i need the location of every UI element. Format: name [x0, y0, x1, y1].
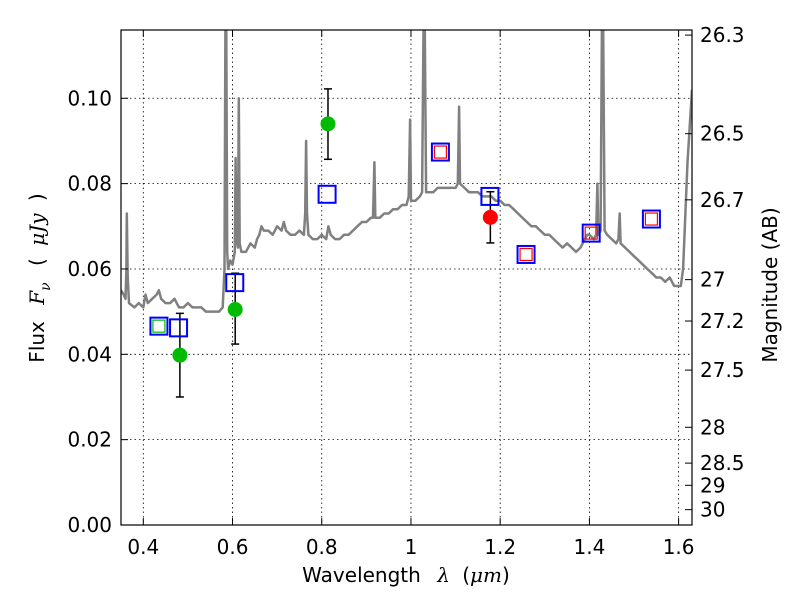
mag-tick-label: 26.5: [700, 122, 745, 146]
x-axis-title-open: (: [462, 563, 470, 587]
mag-tick-label: 26.3: [700, 23, 745, 47]
data-point: [320, 116, 336, 132]
y-tick-label: 0.04: [67, 342, 112, 366]
x-axis-title-symbol: λ: [436, 563, 450, 587]
y-axis-title: Flux Fν ( μJy ): [25, 193, 55, 362]
mag-tick-label: 27.5: [700, 358, 745, 382]
y-axis-title-open: (: [25, 258, 49, 266]
model-square-inner: [519, 247, 533, 262]
model-square: [581, 223, 601, 243]
model-square: [480, 186, 500, 206]
x-tick-label: 0.6: [217, 535, 249, 559]
model-square: [516, 244, 536, 264]
model-square: [169, 318, 189, 338]
data-point: [172, 347, 188, 363]
x-axis-title: Wavelength λ (μm): [302, 563, 510, 587]
ticks: 0.4 0.6 0.8 1 1.2 1.4 1.6 0.00 0.02 0.04 0.06 0.08 0…: [67, 23, 744, 559]
model-square-inner: [152, 319, 166, 333]
plot-frame: [120, 29, 693, 526]
y-tick-label: 0.00: [67, 513, 112, 537]
spectrum-line: [121, 30, 692, 313]
y-tick-label: 0.08: [67, 172, 112, 196]
model-square: [317, 184, 337, 204]
x-tick-label: 1: [405, 535, 418, 559]
y-axis-title-subscript: ν: [38, 282, 54, 291]
x-tick-label: 0.8: [306, 535, 338, 559]
mag-tick-label: 26.7: [700, 188, 745, 212]
y-axis-title-close: ): [25, 193, 49, 201]
mag-tick-label: 27: [700, 268, 725, 292]
grid: [121, 30, 692, 526]
x-axis-title-prefix: Wavelength: [302, 563, 421, 587]
mag-tick-label: 30: [700, 498, 725, 522]
y-tick-label: 0.02: [67, 428, 112, 452]
model-square-inner: [584, 226, 598, 240]
model-square: [430, 142, 450, 162]
y-tick-label: 0.10: [67, 86, 112, 110]
data-point: [482, 209, 498, 225]
model-square: [225, 273, 245, 293]
y-axis-title-unit: μJy: [25, 213, 49, 246]
x-tick-label: 1.6: [663, 535, 695, 559]
mag-tick-label: 28: [700, 415, 725, 439]
x-tick-label: 1.4: [573, 535, 605, 559]
model-square: [641, 209, 661, 229]
spectrum-layer: [121, 30, 692, 313]
x-axis-title-unit: μm: [470, 563, 502, 587]
y-tick-label: 0.06: [67, 257, 112, 281]
plot-background: [121, 30, 692, 525]
points-layer: [149, 88, 661, 398]
x-tick-label: 0.4: [127, 535, 159, 559]
x-axis-title-close: ): [502, 563, 510, 587]
model-square-inner: [644, 212, 659, 226]
model-square: [149, 316, 169, 336]
y2-axis-title: Magnitude (AB): [758, 207, 782, 362]
model-square-inner: [433, 145, 448, 159]
y-axis-title-prefix: Flux: [25, 321, 49, 363]
mag-tick-label: 29: [700, 473, 725, 497]
mag-tick-label: 27.2: [700, 309, 745, 333]
y-axis-title-symbol: F: [25, 290, 49, 306]
mag-tick-label: 28.5: [700, 451, 745, 475]
data-point: [227, 302, 243, 318]
x-tick-label: 1.2: [484, 535, 516, 559]
